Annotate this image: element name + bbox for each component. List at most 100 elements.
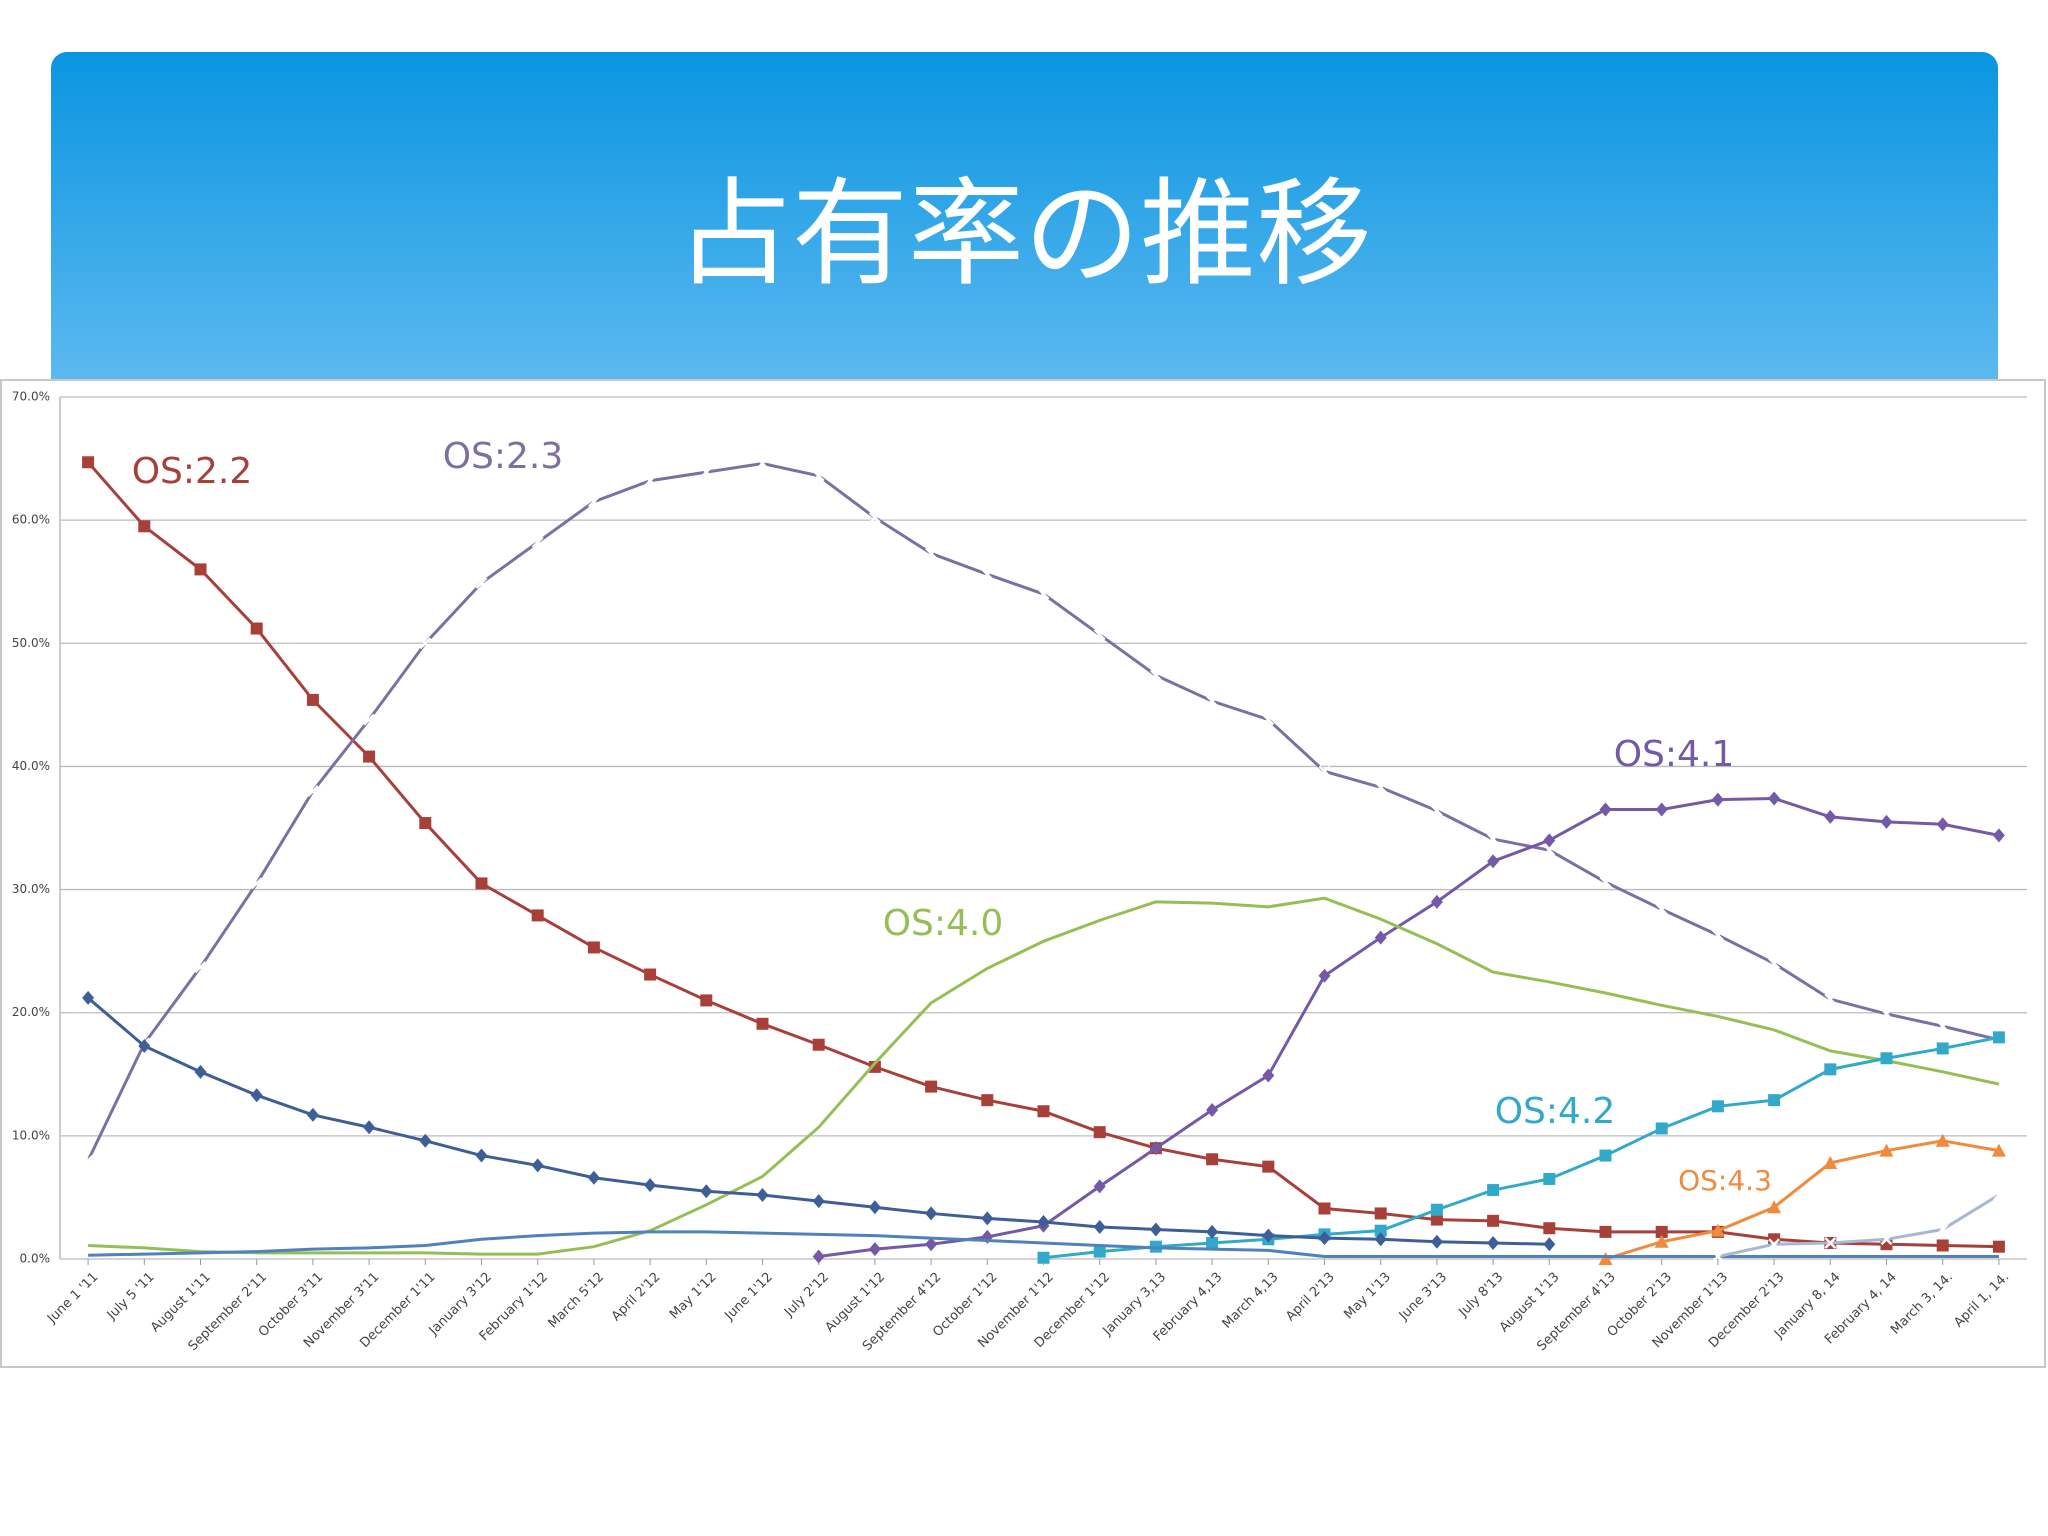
point-marker [1936,1239,1949,1252]
point-marker [1037,1215,1050,1230]
point-marker [194,1064,207,1079]
point-marker [1487,1214,1500,1227]
y-tick-label: 30.0% [12,882,50,896]
point-marker [1992,828,2005,843]
point-marker [1880,814,1893,829]
series-label: OS:2.3 [443,436,564,477]
point-marker [1430,1213,1443,1226]
point-marker [1374,1232,1387,1247]
point-marker [1093,1245,1106,1258]
point-marker [1711,1100,1724,1113]
point-marker [531,1158,544,1173]
point-marker [1880,1052,1893,1065]
point-marker [1655,1225,1668,1238]
point-marker [250,1088,263,1103]
point-marker [756,1187,769,1202]
series-line [88,1230,1999,1259]
point-marker [756,457,769,470]
point-marker [868,1200,881,1215]
point-marker [700,1184,713,1199]
point-marker [1655,802,1668,817]
point-marker [1037,1251,1050,1264]
point-marker [1767,1200,1782,1214]
point-marker [1599,802,1612,817]
point-marker [1374,781,1387,794]
point-marker [1880,1233,1893,1246]
point-marker [82,1154,94,1167]
point-marker [1149,1141,1162,1156]
point-marker [1374,930,1387,945]
point-marker [419,817,432,830]
point-marker [1149,1222,1162,1237]
point-marker [1823,1155,1838,1169]
point-marker [82,990,95,1005]
series-line [1043,1035,2000,1260]
point-marker [1543,1222,1556,1235]
point-marker [1206,695,1218,708]
point-marker [1430,894,1443,909]
y-tick-label: 60.0% [12,513,50,527]
y-tick-label: 40.0% [12,759,50,773]
series-label: OS:4.2 [1495,1091,1616,1132]
point-marker [1599,1225,1612,1238]
point-marker [1206,1153,1219,1166]
point-marker [587,1170,600,1185]
point-marker [1206,1236,1219,1249]
y-tick-label: 70.0% [12,390,50,404]
point-marker [1712,929,1724,942]
point-marker [531,536,544,549]
point-marker [1037,588,1050,600]
point-marker [1936,1020,1949,1033]
point-marker [475,877,488,890]
point-marker [1768,1094,1781,1107]
point-marker [1318,968,1331,983]
point-marker [812,1038,825,1051]
point-marker [1768,957,1780,970]
point-marker [475,577,488,589]
point-marker [1318,765,1331,778]
point-marker [475,1148,488,1163]
point-marker [812,1194,825,1209]
series-line [1605,1139,2000,1261]
point-marker [1824,993,1837,1006]
point-marker [588,495,600,508]
point-marker [1824,809,1837,824]
point-marker [531,909,544,922]
point-marker [1093,1179,1106,1194]
point-marker [363,1120,376,1135]
point-marker [1880,1008,1893,1020]
series-line [88,896,2000,1256]
point-marker [138,520,151,533]
point-marker [307,785,319,797]
point-marker [925,1206,938,1221]
point-marker [250,622,263,635]
series-label: OS:2.2 [132,451,253,492]
point-marker [1543,833,1556,848]
point-marker [1991,1143,2006,1157]
point-marker [981,1094,994,1107]
point-marker [1206,1224,1219,1239]
point-marker [1374,1207,1387,1220]
point-marker [925,547,937,560]
point-marker [644,474,656,487]
point-marker [1599,1149,1612,1162]
point-marker [1935,1133,1950,1147]
point-marker [1599,876,1612,889]
point-marker [1992,1240,2005,1253]
point-marker [194,563,207,576]
header-banner [51,52,1998,382]
point-marker [138,1038,151,1053]
point-marker [812,469,825,482]
y-tick-label: 50.0% [12,636,50,650]
point-marker [1824,1237,1837,1249]
point-marker [1318,1231,1331,1246]
point-marker [1487,1184,1500,1197]
point-marker [419,1133,432,1148]
series-label: OS:4.0 [883,903,1004,944]
y-tick-label: 10.0% [12,1128,50,1142]
point-marker [1992,1031,2005,1044]
point-marker [1543,1172,1556,1185]
point-marker [1093,628,1106,641]
point-marker [1262,1160,1275,1173]
